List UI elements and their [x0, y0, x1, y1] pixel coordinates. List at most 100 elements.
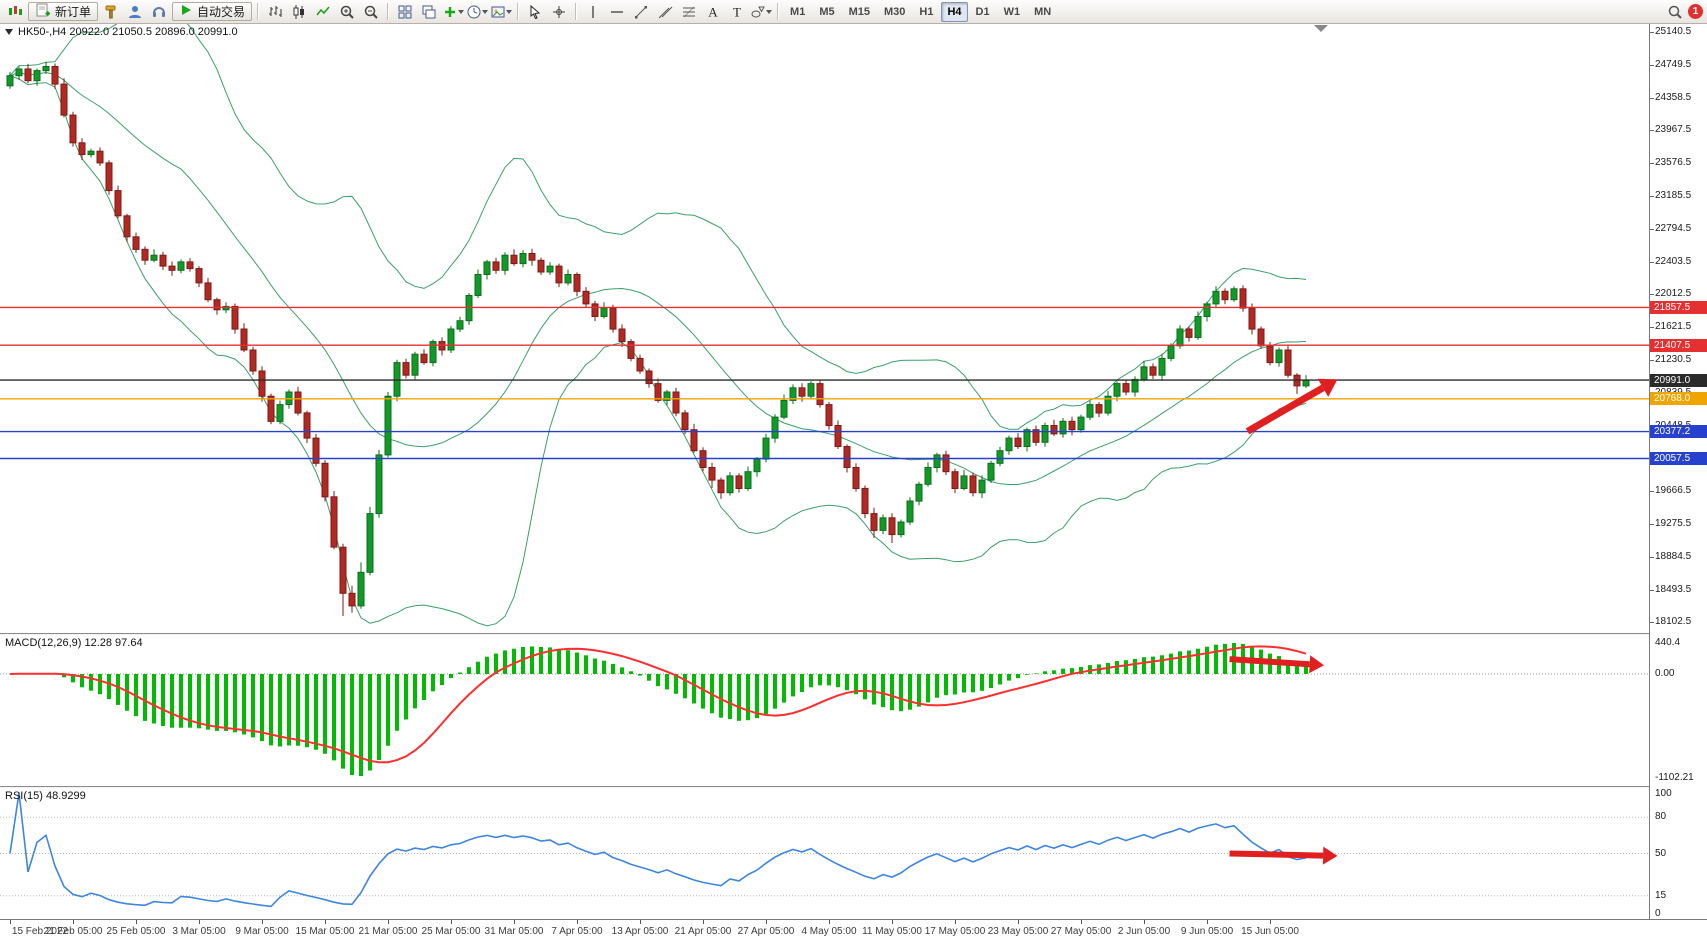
time-axis-label: 27 Apr 05:00 [737, 926, 795, 937]
time-axis-tick [1207, 920, 1208, 924]
vertical-line-tool-icon[interactable] [582, 2, 604, 22]
time-axis-tick [262, 920, 263, 924]
time-axis-tick [1270, 920, 1271, 924]
price-chart-panel[interactable]: HK50-,H4 20922.0 21050.5 20896.0 20991.0 [0, 24, 1649, 633]
cursor-icon[interactable] [524, 2, 546, 22]
macd-axis-label: 440.4 [1655, 637, 1681, 648]
bar-chart-mode-icon[interactable] [264, 2, 286, 22]
price-chart-canvas[interactable] [0, 24, 1649, 633]
price-tag: 21857.5 [1650, 301, 1707, 314]
price-axis-tick [1650, 196, 1654, 197]
chart-icon[interactable] [4, 2, 26, 22]
zoom-out-icon[interactable] [360, 2, 382, 22]
price-axis-tick [1650, 524, 1654, 525]
toolbar-separator [387, 3, 390, 20]
crosshair-icon[interactable] [548, 2, 570, 22]
dropdown-caret-icon [482, 9, 489, 14]
time-axis[interactable]: 15 Feb 2022 21 Feb 05:00 25 Feb 05:00 3 Mar… [0, 919, 1707, 943]
time-axis-tick [892, 920, 893, 924]
market-icon[interactable] [124, 2, 146, 22]
timeframe-m30[interactable]: M30 [884, 5, 906, 18]
support-icon[interactable] [148, 2, 170, 22]
price-axis-tick [1650, 163, 1654, 164]
timeframe-m1[interactable]: M1 [790, 5, 806, 18]
chart-shift-marker[interactable] [1314, 25, 1328, 32]
panel-separator[interactable] [0, 633, 1707, 635]
trend-arrow-rsi[interactable] [1229, 846, 1338, 865]
periods-icon[interactable] [466, 2, 489, 22]
time-axis-label: 15 Mar 05:00 [295, 926, 355, 937]
svg-text:T: T [733, 4, 741, 19]
time-axis-tick [136, 920, 137, 924]
trend-arrow-macd[interactable] [1229, 655, 1325, 674]
one-click-trading-toggle[interactable] [5, 29, 13, 35]
macd-label: MACD(12,26,9) 12.28 97.64 [5, 637, 143, 649]
price-tag: 20057.5 [1650, 452, 1707, 465]
rsi-canvas[interactable] [0, 788, 1649, 919]
price-axis-label: 19275.5 [1655, 518, 1692, 529]
macd-axis-label: 0.00 [1655, 668, 1675, 679]
time-axis-label: 25 Feb 05:00 [106, 926, 166, 937]
new-order-icon [35, 2, 51, 21]
timeframe-h4[interactable]: H4 [941, 1, 968, 22]
time-axis-tick [829, 920, 830, 924]
candlestick-mode-icon[interactable] [288, 2, 310, 22]
bollinger-middle-band [9, 71, 1307, 485]
add-indicator-icon[interactable] [442, 2, 464, 22]
autotrading-play-icon [179, 3, 193, 20]
horizontal-line-tool-icon[interactable] [606, 2, 628, 22]
channel-tool-icon[interactable] [654, 2, 676, 22]
notifications-badge[interactable]: 1 [1688, 4, 1703, 19]
autotrading-label: 自动交易 [197, 5, 246, 19]
rsi-axis-label: 15 [1655, 890, 1667, 901]
timeframe-w1[interactable]: W1 [1003, 5, 1021, 18]
new-order-label: 新订单 [55, 5, 92, 19]
tile-windows-icon[interactable] [394, 2, 416, 22]
search-icon[interactable] [1664, 2, 1686, 22]
rsi-line [9, 792, 1307, 908]
macd-panel[interactable]: MACD(12,26,9) 12.28 97.64 [0, 635, 1649, 786]
time-axis-tick [514, 920, 515, 924]
time-axis-label: 17 May 05:00 [924, 926, 986, 937]
metaeditor-icon[interactable] [100, 2, 122, 22]
time-axis-label: 15 Feb 2022 [11, 926, 69, 937]
dropdown-caret-icon [766, 9, 773, 14]
candles [6, 61, 1310, 616]
price-axis-label: 21230.5 [1655, 354, 1692, 365]
macd-canvas[interactable] [0, 635, 1649, 786]
timeframe-m15[interactable]: M15 [848, 5, 870, 18]
label-tool-icon[interactable]: T [726, 2, 748, 22]
price-axis-tick [1650, 590, 1654, 591]
panel-separator[interactable] [0, 786, 1707, 788]
autotrading-button[interactable]: 自动交易 [172, 2, 253, 21]
timeframe-d1[interactable]: D1 [975, 5, 990, 18]
text-tool-icon[interactable]: A [702, 2, 724, 22]
price-axis-tick [1650, 65, 1654, 66]
cascade-windows-icon[interactable] [418, 2, 440, 22]
timeframe-h1[interactable]: H1 [919, 5, 934, 18]
time-axis-label: 4 May 05:00 [801, 926, 857, 937]
zoom-in-icon[interactable] [336, 2, 358, 22]
time-axis-label: 21 Mar 05:00 [358, 926, 418, 937]
trendline-tool-icon[interactable] [630, 2, 652, 22]
price-axis-label: 25140.5 [1655, 26, 1692, 37]
line-chart-mode-icon[interactable] [312, 2, 334, 22]
new-order-button[interactable]: 新订单 [28, 2, 99, 21]
rsi-panel[interactable]: RSI(15) 48.9299 [0, 788, 1649, 919]
price-axis-label: 18102.5 [1655, 616, 1692, 627]
time-axis-label: 7 Apr 05:00 [551, 926, 603, 937]
fibonacci-tool-icon[interactable] [678, 2, 700, 22]
time-axis-label: 25 Mar 05:00 [421, 926, 481, 937]
timeframe-mn[interactable]: MN [1034, 5, 1052, 18]
time-axis-tick [1144, 920, 1145, 924]
time-axis-label: 3 Mar 05:00 [172, 926, 226, 937]
price-axis-label: 23967.5 [1655, 124, 1692, 135]
template-icon[interactable] [490, 2, 513, 22]
price-axis[interactable]: 25140.5 24749.5 24358.5 23967.5 23576.5 23185… [1649, 24, 1707, 919]
chart-window: HK50-,H4 20922.0 21050.5 20896.0 20991.0… [0, 24, 1707, 943]
price-axis-label: 22403.5 [1655, 256, 1692, 267]
shapes-tool-icon[interactable] [750, 2, 773, 22]
timeframe-m5[interactable]: M5 [819, 5, 835, 18]
trend-arrow-main[interactable] [1245, 378, 1338, 435]
chart-title-ohlc: HK50-,H4 20922.0 21050.5 20896.0 20991.0 [18, 26, 238, 38]
